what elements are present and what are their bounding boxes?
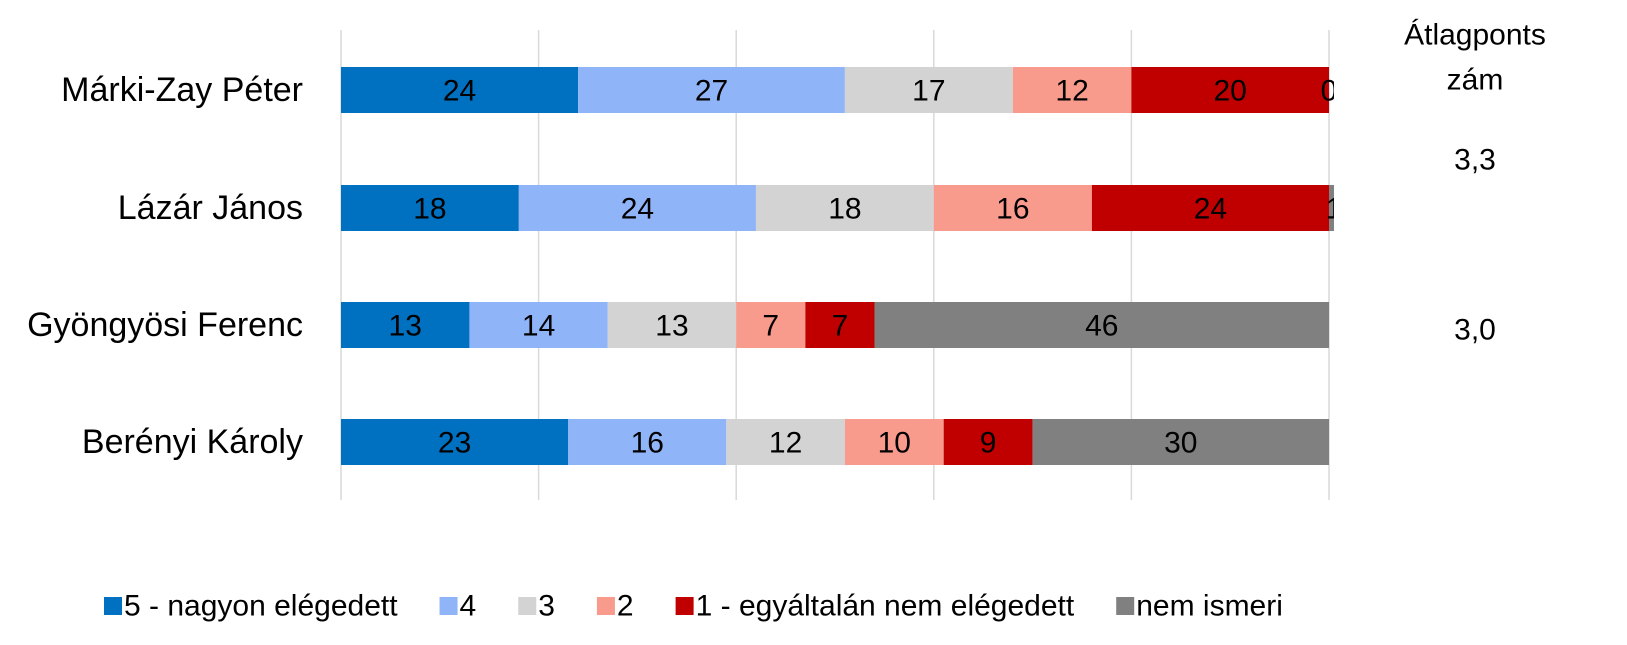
data-label: 1 [1326, 193, 1343, 226]
bar-segment [341, 67, 579, 113]
bar-segment [1012, 67, 1132, 113]
bar-segment [933, 185, 1092, 231]
bar-segment [341, 185, 519, 231]
bar-segment [736, 302, 806, 348]
bar-segment [518, 185, 756, 231]
bar-segment [943, 419, 1033, 465]
data-label: 13 [389, 310, 422, 343]
category-label: Márki-Zay Péter [61, 71, 303, 109]
bar-segment [1131, 67, 1329, 113]
data-label: 18 [413, 193, 446, 226]
bar-segment [844, 419, 944, 465]
data-label: 46 [1085, 310, 1118, 343]
bar-segment [726, 419, 845, 465]
legend-label: 5 - nagyon elégedett [124, 590, 398, 623]
data-label: 0 [1321, 75, 1338, 108]
bar-segment [607, 302, 737, 348]
data-label: 30 [1164, 427, 1197, 460]
legend-swatch [104, 597, 122, 615]
legend-swatch [1116, 597, 1135, 615]
legend-label: 1 - egyáltalán nem elégedett [696, 590, 1075, 623]
legend-label: 2 [617, 590, 634, 623]
category-label: Lázár János [118, 189, 303, 227]
data-label: 24 [443, 75, 476, 108]
bar-segment [1091, 185, 1329, 231]
average-value: 3,0 [1454, 314, 1496, 347]
bar-segment [1032, 419, 1329, 465]
bar-segment [341, 302, 470, 348]
legend-swatch [439, 597, 458, 615]
data-label: 7 [762, 310, 779, 343]
data-label: 27 [695, 75, 728, 108]
data-label: 14 [522, 310, 555, 343]
legend-label: 3 [538, 590, 555, 623]
bar-segment [805, 302, 875, 348]
data-label: 24 [1194, 193, 1227, 226]
average-header: Átlagponts [1404, 19, 1546, 52]
legend-label: nem ismeri [1136, 590, 1283, 623]
bar-segment [874, 302, 1329, 348]
data-label: 18 [828, 193, 861, 226]
bar-segment [578, 67, 845, 113]
data-label: 17 [912, 75, 945, 108]
legend-label: 4 [460, 590, 477, 623]
bar-segment [469, 302, 608, 348]
data-label: 20 [1214, 75, 1247, 108]
bars: 24 27 17 12 20 0 18 24 18 16 24 1 13 14 13 7 7 46 23 16 12 10… [341, 67, 1343, 465]
data-label: 13 [655, 310, 688, 343]
category-label: Berényi Károly [82, 423, 303, 461]
bar-segment [755, 185, 934, 231]
labels: Márki-Zay Péter Lázár János Gyöngyösi Fere… [27, 19, 1546, 623]
legend-swatch [518, 597, 537, 615]
average-value: 3,3 [1454, 144, 1496, 177]
category-label: Gyöngyösi Ferenc [27, 306, 303, 344]
data-label: 23 [438, 427, 471, 460]
data-label: 24 [621, 193, 654, 226]
data-label: 7 [832, 310, 849, 343]
bar-segment [568, 419, 727, 465]
data-label: 10 [878, 427, 911, 460]
data-label: 16 [996, 193, 1029, 226]
bar-segment [1329, 185, 1334, 231]
average-header: zám [1447, 64, 1504, 97]
data-label: 9 [980, 427, 997, 460]
bar-segment [844, 67, 1013, 113]
data-label: 12 [769, 427, 802, 460]
bar-segment [341, 419, 569, 465]
data-label: 16 [631, 427, 664, 460]
legend-swatch [596, 597, 615, 615]
data-label: 12 [1055, 75, 1088, 108]
legend-swatch [675, 597, 694, 615]
